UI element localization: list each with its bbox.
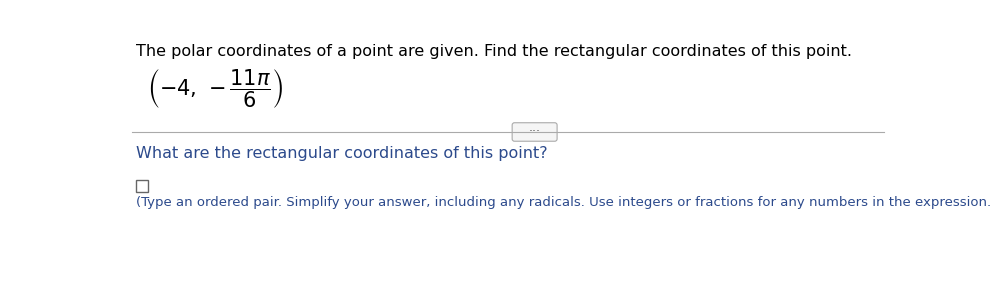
Text: What are the rectangular coordinates of this point?: What are the rectangular coordinates of … [136,146,547,161]
Text: ···: ··· [528,125,541,139]
Text: The polar coordinates of a point are given. Find the rectangular coordinates of : The polar coordinates of a point are giv… [136,44,851,59]
Text: $\left(-4,\,-\dfrac{11\pi}{6}\right)$: $\left(-4,\,-\dfrac{11\pi}{6}\right)$ [147,67,283,110]
Text: (Type an ordered pair. Simplify your answer, including any radicals. Use integer: (Type an ordered pair. Simplify your ans… [136,196,991,209]
Bar [136,180,148,192]
FancyBboxPatch shape [512,123,557,141]
